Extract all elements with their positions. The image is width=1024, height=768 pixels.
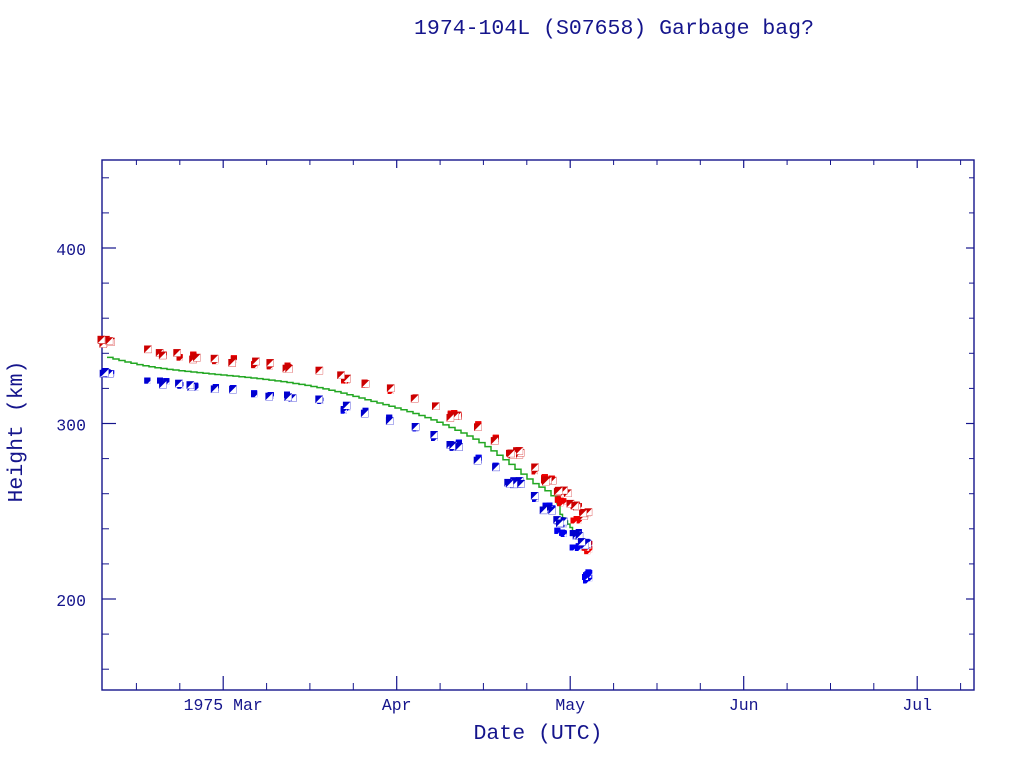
svg-text:Height (km): Height (km): [5, 361, 29, 503]
svg-text:Jun: Jun: [729, 696, 759, 715]
svg-text:Apr: Apr: [382, 696, 412, 715]
svg-text:Jul: Jul: [902, 696, 932, 715]
svg-text:200: 200: [56, 592, 86, 611]
svg-text:300: 300: [56, 417, 86, 436]
svg-text:May: May: [555, 696, 585, 715]
svg-text:1975 Mar: 1975 Mar: [184, 696, 263, 715]
svg-text:1974-104L (S07658) Garbage bag: 1974-104L (S07658) Garbage bag?: [414, 17, 814, 41]
svg-text:Date (UTC): Date (UTC): [473, 722, 602, 746]
svg-text:400: 400: [56, 241, 86, 260]
